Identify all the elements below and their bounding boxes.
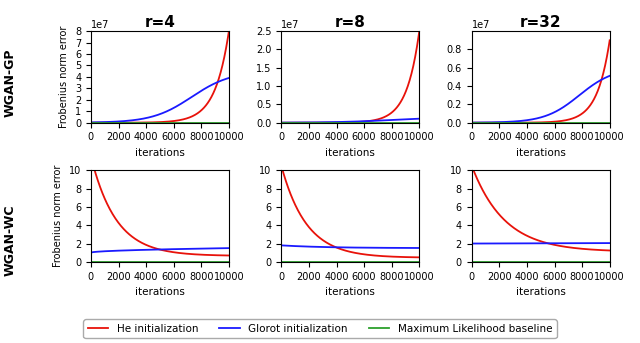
X-axis label: iterations: iterations bbox=[325, 148, 375, 158]
Y-axis label: Frobenius norm error: Frobenius norm error bbox=[60, 26, 69, 128]
X-axis label: iterations: iterations bbox=[135, 287, 185, 297]
Y-axis label: Frobenius norm error: Frobenius norm error bbox=[53, 165, 63, 267]
X-axis label: iterations: iterations bbox=[516, 287, 566, 297]
Text: 1e7: 1e7 bbox=[282, 20, 300, 30]
X-axis label: iterations: iterations bbox=[135, 148, 185, 158]
Title: r=8: r=8 bbox=[335, 15, 365, 30]
Text: WGAN-WC: WGAN-WC bbox=[3, 204, 16, 276]
Title: r=4: r=4 bbox=[145, 15, 175, 30]
Text: WGAN-GP: WGAN-GP bbox=[3, 48, 16, 117]
X-axis label: iterations: iterations bbox=[516, 148, 566, 158]
Legend: He initialization, Glorot initialization, Maximum Likelihood baseline: He initialization, Glorot initialization… bbox=[83, 319, 557, 338]
Text: 1e7: 1e7 bbox=[472, 20, 490, 30]
Text: 1e7: 1e7 bbox=[91, 20, 109, 30]
X-axis label: iterations: iterations bbox=[325, 287, 375, 297]
Title: r=32: r=32 bbox=[520, 15, 561, 30]
